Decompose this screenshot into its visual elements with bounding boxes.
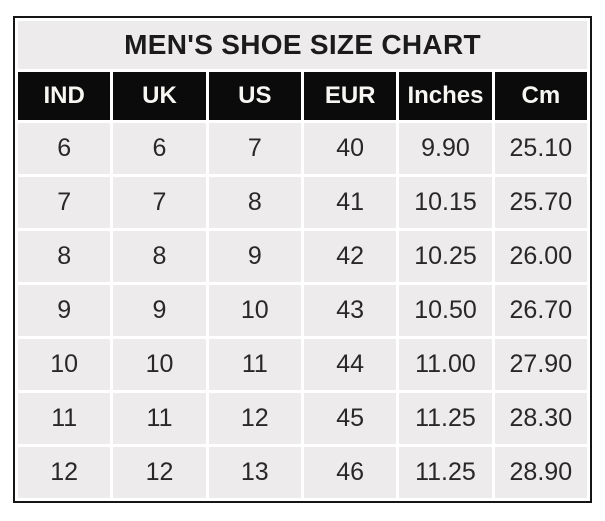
table-cell: 41 (303, 177, 397, 228)
table-cell: 8 (18, 231, 111, 282)
table-cell: 6 (113, 123, 206, 174)
table-cell: 9 (113, 285, 206, 336)
table-cell: 9.90 (399, 123, 492, 174)
table-cell: 7 (113, 177, 206, 228)
table-body: 6 6 7 40 9.90 25.10 7 7 8 41 10.15 25.70 8 8 9 42 10.25 2… (18, 123, 587, 498)
title-row: MEN'S SHOE SIZE CHART (18, 21, 587, 69)
header-row: IND UK US EUR Inches Cm (18, 72, 587, 120)
table-cell: 25.70 (494, 177, 587, 228)
table-row: 8 8 9 42 10.25 26.00 (18, 231, 587, 282)
table-cell: 12 (18, 447, 111, 498)
column-header-inches: Inches (399, 72, 492, 120)
table-row: 10 10 11 44 11.00 27.90 (18, 339, 587, 390)
size-chart-table: MEN'S SHOE SIZE CHART IND UK US EUR Inches Cm… (15, 18, 590, 501)
table-cell: 12 (208, 393, 301, 444)
table-cell: 28.30 (494, 393, 587, 444)
table-cell: 11.00 (399, 339, 492, 390)
table-cell: 44 (303, 339, 397, 390)
table-cell: 6 (18, 123, 111, 174)
table-cell: 28.90 (494, 447, 587, 498)
table-cell: 7 (208, 123, 301, 174)
table-cell: 10 (208, 285, 301, 336)
table-cell: 45 (303, 393, 397, 444)
table-cell: 9 (18, 285, 111, 336)
column-header-eur: EUR (303, 72, 397, 120)
table-cell: 8 (113, 231, 206, 282)
table-cell: 11.25 (399, 393, 492, 444)
table-cell: 46 (303, 447, 397, 498)
table-cell: 27.90 (494, 339, 587, 390)
page-title: MEN'S SHOE SIZE CHART (18, 21, 587, 69)
table-cell: 11 (18, 393, 111, 444)
column-header-us: US (208, 72, 301, 120)
table-cell: 7 (18, 177, 111, 228)
table-row: 7 7 8 41 10.15 25.70 (18, 177, 587, 228)
table-cell: 12 (113, 447, 206, 498)
size-chart-frame: MEN'S SHOE SIZE CHART IND UK US EUR Inches Cm… (13, 16, 592, 503)
table-cell: 25.10 (494, 123, 587, 174)
table-head: MEN'S SHOE SIZE CHART IND UK US EUR Inches Cm (18, 21, 587, 120)
table-cell: 11 (113, 393, 206, 444)
table-cell: 13 (208, 447, 301, 498)
table-cell: 42 (303, 231, 397, 282)
table-cell: 10 (18, 339, 111, 390)
table-cell: 10.50 (399, 285, 492, 336)
table-cell: 10.15 (399, 177, 492, 228)
table-cell: 40 (303, 123, 397, 174)
table-row: 9 9 10 43 10.50 26.70 (18, 285, 587, 336)
table-cell: 9 (208, 231, 301, 282)
table-cell: 43 (303, 285, 397, 336)
table-row: 12 12 13 46 11.25 28.90 (18, 447, 587, 498)
table-cell: 10.25 (399, 231, 492, 282)
table-cell: 26.70 (494, 285, 587, 336)
table-cell: 26.00 (494, 231, 587, 282)
column-header-uk: UK (113, 72, 206, 120)
column-header-ind: IND (18, 72, 111, 120)
column-header-cm: Cm (494, 72, 587, 120)
table-cell: 11 (208, 339, 301, 390)
table-cell: 10 (113, 339, 206, 390)
table-row: 11 11 12 45 11.25 28.30 (18, 393, 587, 444)
table-cell: 8 (208, 177, 301, 228)
table-row: 6 6 7 40 9.90 25.10 (18, 123, 587, 174)
table-cell: 11.25 (399, 447, 492, 498)
